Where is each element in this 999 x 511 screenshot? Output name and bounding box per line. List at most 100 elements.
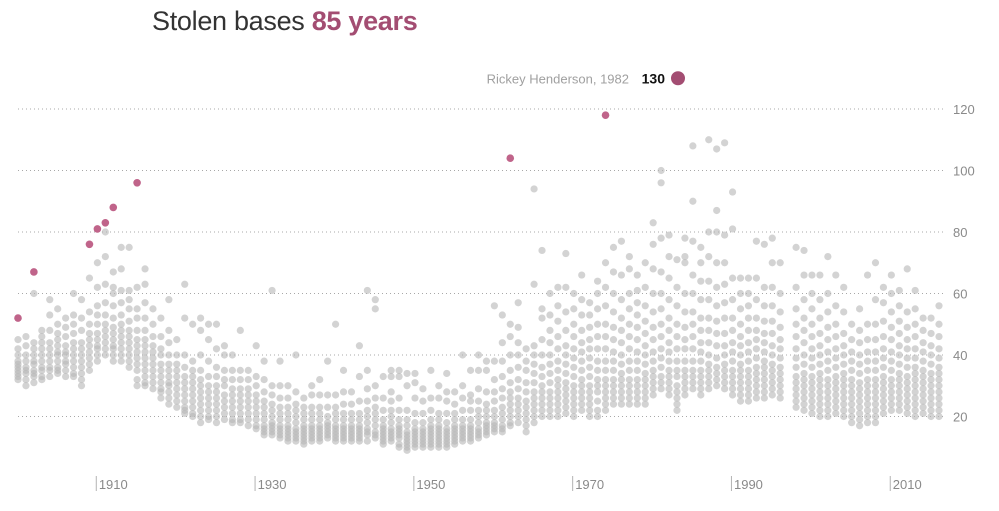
season-point[interactable] xyxy=(919,314,927,322)
season-point[interactable] xyxy=(586,412,594,421)
season-point[interactable] xyxy=(593,277,602,285)
season-point[interactable] xyxy=(760,329,768,338)
season-point[interactable] xyxy=(498,409,506,418)
season-point[interactable] xyxy=(871,296,880,304)
season-point[interactable] xyxy=(85,308,94,316)
season-point[interactable] xyxy=(697,277,705,285)
season-point[interactable] xyxy=(379,415,387,424)
season-point[interactable] xyxy=(149,305,157,313)
season-point[interactable] xyxy=(768,317,776,325)
season-point[interactable] xyxy=(474,351,483,359)
season-point[interactable] xyxy=(840,382,848,390)
season-point[interactable] xyxy=(840,283,848,291)
record-point[interactable] xyxy=(133,179,141,187)
season-point[interactable] xyxy=(292,388,300,396)
season-point[interactable] xyxy=(832,379,840,387)
season-point[interactable] xyxy=(808,332,816,341)
season-point[interactable] xyxy=(244,415,252,424)
season-point[interactable] xyxy=(625,366,633,374)
season-point[interactable] xyxy=(77,351,86,359)
season-point[interactable] xyxy=(586,394,594,402)
season-point[interactable] xyxy=(220,409,229,418)
season-point[interactable] xyxy=(77,296,86,304)
season-point[interactable] xyxy=(578,326,586,334)
season-point[interactable] xyxy=(625,332,633,341)
season-point[interactable] xyxy=(220,366,229,374)
season-point[interactable] xyxy=(721,259,729,267)
season-point[interactable] xyxy=(863,336,872,344)
season-point[interactable] xyxy=(149,379,157,387)
season-point[interactable] xyxy=(728,188,737,196)
season-point[interactable] xyxy=(721,360,729,368)
season-point[interactable] xyxy=(54,320,62,328)
season-point[interactable] xyxy=(101,332,109,341)
season-point[interactable] xyxy=(260,376,268,384)
season-point[interactable] xyxy=(816,400,824,408)
season-point[interactable] xyxy=(736,360,745,368)
season-point[interactable] xyxy=(673,357,681,365)
season-point[interactable] xyxy=(879,403,888,411)
season-point[interactable] xyxy=(498,372,506,381)
season-point[interactable] xyxy=(197,314,205,322)
season-point[interactable] xyxy=(728,274,737,282)
season-point[interactable] xyxy=(800,314,808,322)
season-point[interactable] xyxy=(935,400,943,408)
season-point[interactable] xyxy=(236,385,244,393)
season-point[interactable] xyxy=(387,406,395,414)
season-point[interactable] xyxy=(197,394,205,402)
season-point[interactable] xyxy=(927,388,935,396)
season-point[interactable] xyxy=(816,342,824,350)
season-point[interactable] xyxy=(625,382,633,390)
season-point[interactable] xyxy=(22,357,30,365)
season-point[interactable] xyxy=(54,336,62,344)
season-point[interactable] xyxy=(832,403,840,411)
season-point[interactable] xyxy=(189,372,197,381)
season-point[interactable] xyxy=(927,394,935,402)
season-point[interactable] xyxy=(641,329,649,338)
season-point[interactable] xyxy=(871,366,880,374)
season-point[interactable] xyxy=(856,403,864,411)
season-point[interactable] xyxy=(744,274,753,282)
season-point[interactable] xyxy=(760,283,768,291)
season-point[interactable] xyxy=(705,351,713,359)
season-point[interactable] xyxy=(673,406,681,414)
season-point[interactable] xyxy=(173,379,181,387)
season-point[interactable] xyxy=(38,332,46,341)
season-point[interactable] xyxy=(895,400,903,408)
season-point[interactable] xyxy=(347,388,356,396)
record-point[interactable] xyxy=(601,111,610,119)
season-point[interactable] xyxy=(562,326,570,334)
season-point[interactable] xyxy=(173,372,181,381)
season-point[interactable] xyxy=(62,332,70,341)
season-point[interactable] xyxy=(117,243,125,251)
season-point[interactable] xyxy=(85,342,94,350)
season-point[interactable] xyxy=(554,366,562,374)
season-point[interactable] xyxy=(212,345,221,353)
season-point[interactable] xyxy=(776,259,784,267)
season-point[interactable] xyxy=(77,369,86,378)
season-point[interactable] xyxy=(856,379,864,387)
season-point[interactable] xyxy=(633,323,641,331)
season-point[interactable] xyxy=(324,412,332,421)
season-point[interactable] xyxy=(101,320,109,328)
season-point[interactable] xyxy=(728,391,737,399)
season-point[interactable] xyxy=(546,394,554,402)
season-point[interactable] xyxy=(713,145,721,153)
season-point[interactable] xyxy=(578,388,586,396)
season-point[interactable] xyxy=(776,289,784,298)
season-point[interactable] xyxy=(530,280,538,288)
season-point[interactable] xyxy=(339,415,348,424)
season-point[interactable] xyxy=(736,332,745,341)
season-point[interactable] xyxy=(435,382,443,390)
season-point[interactable] xyxy=(919,357,927,365)
season-point[interactable] xyxy=(863,366,872,374)
season-point[interactable] xyxy=(101,311,109,319)
season-point[interactable] xyxy=(165,388,173,396)
season-point[interactable] xyxy=(625,357,633,365)
season-point[interactable] xyxy=(752,314,760,322)
season-point[interactable] xyxy=(554,394,562,402)
season-point[interactable] xyxy=(54,342,62,350)
season-point[interactable] xyxy=(363,286,371,295)
season-point[interactable] xyxy=(93,329,101,338)
season-point[interactable] xyxy=(840,394,848,402)
